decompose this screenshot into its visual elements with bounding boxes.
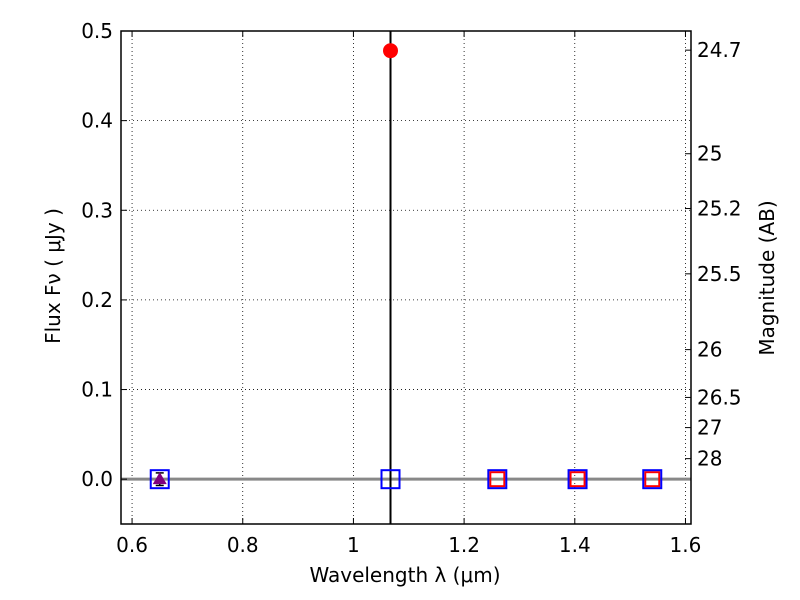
x-tick-label: 1.4 — [559, 533, 591, 557]
y-tick-label: 0.3 — [81, 198, 113, 222]
axis-ticks: 0.6 0.8 1 1.2 1.4 1.6 0.0 0.1 0.2 0.3 0.4 0.5 24.7 25… — [81, 19, 741, 557]
y2-axis-label: Magnitude (AB) — [755, 200, 779, 355]
data-point-square — [567, 469, 588, 490]
plot-frame — [120, 30, 692, 525]
y2-tick-label: 25.2 — [697, 196, 742, 220]
y2-tick-label: 27 — [697, 416, 722, 440]
y2-tick-label: 25 — [697, 142, 722, 166]
x-tick-label: 0.6 — [116, 533, 148, 557]
y-axis-label: Flux Fν ( μJy ) — [41, 208, 65, 344]
x-axis-label: Wavelength λ (μm) — [309, 563, 500, 587]
x-tick-label: 1.2 — [448, 533, 480, 557]
y2-tick-label: 26 — [697, 338, 722, 362]
data-point-square — [487, 469, 508, 490]
data-point-square — [149, 469, 170, 490]
data-point-triangle — [152, 472, 167, 485]
data-point-circle — [383, 43, 399, 59]
data-point-square — [380, 469, 401, 490]
y-tick-label: 0.1 — [81, 378, 113, 402]
reference-lines — [121, 31, 691, 524]
y-tick-label: 0.0 — [81, 467, 113, 491]
y-tick-label: 0.5 — [81, 19, 113, 43]
data-point-square — [642, 469, 663, 490]
grid — [121, 30, 691, 524]
data-point-square — [489, 471, 506, 488]
y2-tick-label: 28 — [697, 447, 722, 471]
x-tick-label: 0.8 — [227, 533, 259, 557]
y-tick-label: 0.4 — [81, 109, 113, 133]
data-point-square — [569, 471, 586, 488]
x-tick-label: 1.6 — [670, 533, 702, 557]
x-tick-label: 1 — [347, 533, 360, 557]
data-markers — [149, 43, 663, 490]
y2-tick-label: 25.5 — [697, 262, 742, 286]
data-point-square — [644, 471, 661, 488]
y2-tick-label: 26.5 — [697, 385, 742, 409]
y2-tick-label: 24.7 — [697, 38, 742, 62]
y-tick-label: 0.2 — [81, 288, 113, 312]
